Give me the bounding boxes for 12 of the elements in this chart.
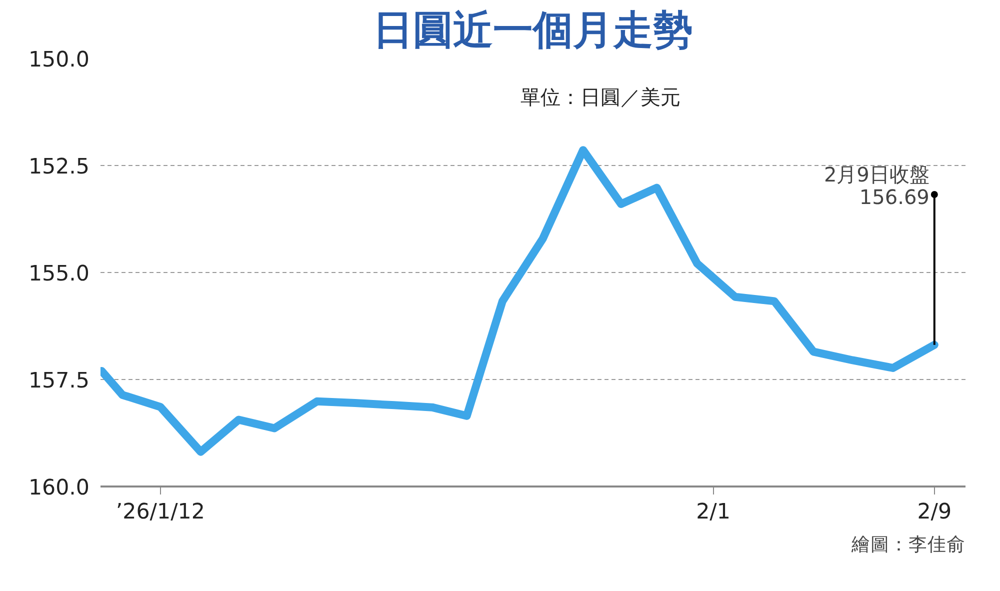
y-tick-label: 157.5 (28, 368, 90, 394)
text: 單位：日圓／美元 (520, 85, 680, 110)
x-tick-label: 2/9 (917, 500, 952, 524)
chart-title: 日圓近一個月走勢 (373, 8, 693, 54)
y-tick-label: 150.0 (28, 48, 90, 72)
y-tick-label: 152.5 (28, 154, 90, 180)
y-tick-label: 155.0 (28, 262, 90, 286)
y-tick-label: 160.0 (28, 476, 90, 500)
text: 繪圖：李佳俞 (850, 534, 966, 556)
x-tick-label: 2/1 (696, 500, 730, 524)
annotation: 2月9日收盤 156.69 (824, 162, 930, 210)
x-tick-label: ’26/1/12 (116, 500, 205, 524)
